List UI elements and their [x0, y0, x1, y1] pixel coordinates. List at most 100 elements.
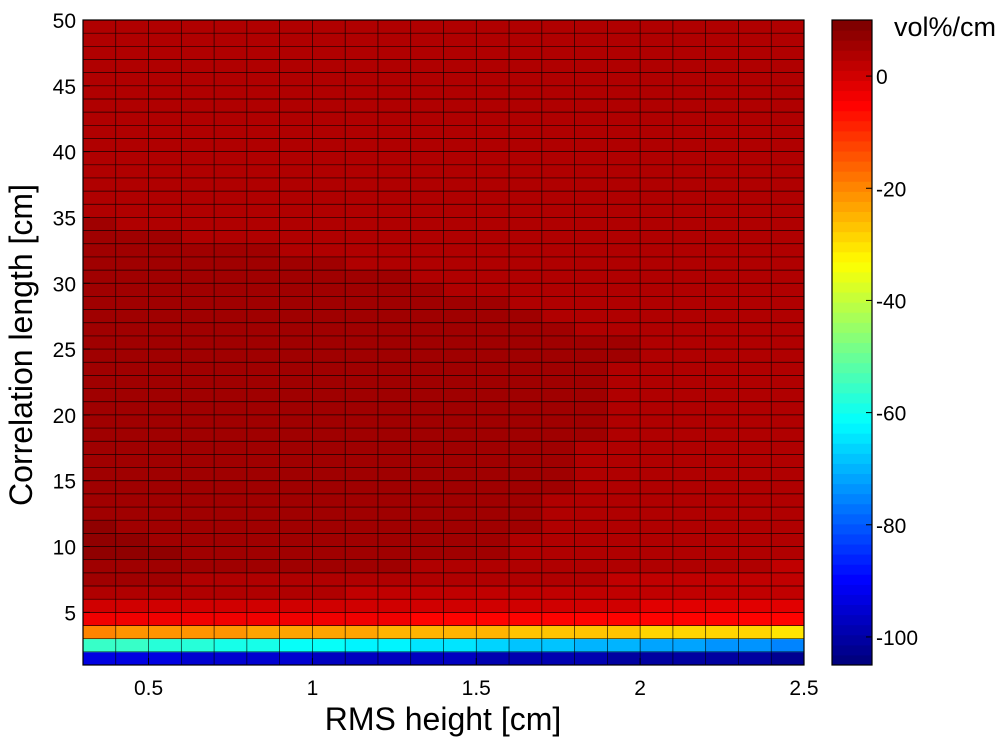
heatmap-cell [377, 625, 412, 640]
heatmap-cell [246, 112, 281, 126]
colorbar-band [832, 413, 872, 424]
heatmap-cell [115, 335, 149, 350]
heatmap-cell [443, 388, 477, 403]
heatmap-cell [672, 256, 707, 271]
colorbar-band [832, 503, 872, 515]
colorbar-band [832, 634, 872, 646]
heatmap-cell [214, 599, 248, 613]
heatmap-cell [607, 151, 641, 166]
heatmap-cell [672, 638, 707, 653]
heatmap-cell [312, 256, 346, 271]
heatmap-cell [83, 349, 117, 363]
heatmap-cell [574, 428, 608, 442]
heatmap-cell [181, 520, 215, 534]
heatmap-cell [607, 533, 641, 547]
heatmap-cell [181, 546, 215, 561]
heatmap-cell [377, 638, 412, 653]
heatmap-cell [181, 335, 215, 350]
heatmap-cell [214, 428, 248, 442]
heatmap-cell [607, 243, 641, 258]
heatmap-cell [115, 533, 149, 547]
heatmap-cell [148, 85, 182, 100]
heatmap-cell [476, 177, 510, 192]
heatmap-cell [705, 335, 739, 350]
heatmap-cell [738, 493, 772, 508]
heatmap-cell [738, 572, 772, 587]
heatmap-cell [672, 322, 707, 337]
heatmap-cell [476, 572, 510, 587]
heatmap-cell [148, 572, 182, 587]
heatmap-cell [148, 454, 182, 468]
heatmap-cell [509, 586, 543, 600]
heatmap-cell [640, 507, 674, 521]
heatmap-cell [443, 177, 477, 192]
colorbar-band [832, 402, 872, 414]
heatmap-cell [509, 625, 543, 640]
heatmap-cell [246, 270, 281, 284]
heatmap-cell [148, 230, 182, 245]
heatmap-cell [246, 467, 281, 482]
heatmap-cell [705, 572, 739, 587]
colorbar-band [832, 564, 872, 575]
heatmap-cell [410, 572, 444, 587]
heatmap-cell [541, 322, 575, 337]
heatmap-cell [181, 256, 215, 271]
heatmap-cell [509, 177, 543, 192]
colorbar-band [832, 624, 872, 636]
x-tick-label: 2.5 [789, 677, 818, 700]
heatmap-cell [214, 612, 248, 626]
heatmap-cell [312, 270, 346, 284]
heatmap-cells [83, 20, 805, 666]
heatmap-cell [312, 388, 346, 403]
heatmap-cell [148, 612, 182, 626]
heatmap-cell [246, 72, 281, 87]
heatmap-cell [148, 33, 182, 47]
heatmap-cell [476, 309, 510, 324]
heatmap-cell [214, 349, 248, 363]
heatmap-cell [115, 85, 149, 100]
heatmap-cell [214, 85, 248, 100]
heatmap-cell [738, 362, 772, 376]
heatmap-cell [410, 20, 444, 34]
colorbar-band [832, 40, 872, 51]
heatmap-cell [377, 112, 412, 126]
heatmap-cell [377, 586, 412, 600]
heatmap-cell [476, 230, 510, 245]
heatmap-cell [607, 230, 641, 245]
heatmap-cell [640, 520, 674, 534]
heatmap-cell [541, 33, 575, 47]
heatmap-cell [607, 125, 641, 139]
heatmap-cell [574, 283, 608, 297]
heatmap-cell [181, 454, 215, 468]
heatmap-cell [214, 651, 248, 666]
heatmap-cell [410, 651, 444, 666]
colorbar-band [832, 151, 872, 162]
heatmap-cell [738, 559, 772, 574]
heatmap-cell [541, 428, 575, 442]
heatmap-cell [705, 388, 739, 403]
heatmap-cell [476, 559, 510, 574]
heatmap-cell [443, 480, 477, 495]
heatmap-cell [279, 230, 313, 245]
colorbar-band [832, 292, 872, 303]
heatmap-cell [377, 612, 412, 626]
heatmap-cell [214, 72, 248, 87]
heatmap-cell [214, 309, 248, 324]
heatmap-cell [345, 322, 379, 337]
heatmap-cell [443, 256, 477, 271]
heatmap-cell [574, 217, 608, 232]
colorbar-band [832, 302, 872, 313]
heatmap-cell [83, 296, 117, 310]
heatmap-cell [541, 520, 575, 534]
x-tick-label: 1.5 [462, 677, 491, 700]
heatmap-cell [246, 322, 281, 337]
heatmap-cell [410, 85, 444, 100]
heatmap-cell [279, 625, 313, 640]
heatmap-cell [443, 33, 477, 47]
heatmap-cell [83, 138, 117, 153]
heatmap-cell [541, 533, 575, 547]
heatmap-cell [607, 480, 641, 495]
heatmap-cell [509, 559, 543, 574]
heatmap-cell [345, 256, 379, 271]
heatmap-cell [246, 46, 281, 60]
